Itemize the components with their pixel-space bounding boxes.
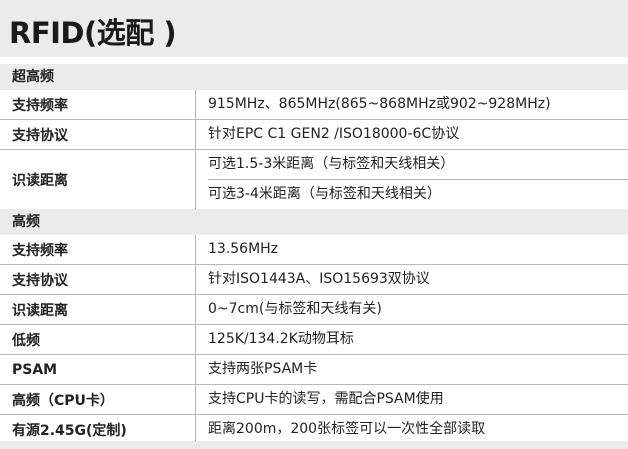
title-band: RFID(选配 ): [0, 0, 628, 57]
value-line: 可选1.5-3米距离（与标签和天线相关）: [208, 150, 628, 180]
value-line: 支持两张PSAM卡: [208, 361, 318, 377]
value-line: 125K/134.2K动物耳标: [208, 331, 354, 347]
table-row: 低频 125K/134.2K动物耳标: [0, 325, 628, 355]
table-row: 支持频率 13.56MHz: [0, 235, 628, 265]
table-row: 识读距离 可选1.5-3米距离（与标签和天线相关） 可选3-4米距离（与标签和天线相…: [0, 150, 628, 209]
table-row: 有源2.45G(定制) 距离200m，200张标签可以一次性全部读取: [0, 415, 628, 444]
section-header: 超高频: [0, 64, 628, 90]
row-label: 有源2.45G(定制): [0, 415, 196, 444]
table-row: 支持频率 915MHz、865MHz(865~868MHz或902~928MHz): [0, 90, 628, 120]
table-row: 高频（CPU卡） 支持CPU卡的读写，需配合PSAM使用: [0, 385, 628, 415]
row-value: 125K/134.2K动物耳标: [196, 325, 628, 354]
value-line: 0~7cm(与标签和天线有关): [208, 301, 382, 317]
footer-band: [0, 441, 628, 449]
table-row: 识读距离 0~7cm(与标签和天线有关): [0, 295, 628, 325]
row-label: PSAM: [0, 355, 196, 384]
value-line: 支持CPU卡的读写，需配合PSAM使用: [208, 391, 444, 407]
row-label: 支持频率: [0, 235, 196, 264]
page-title: RFID(选配 ): [9, 16, 177, 50]
row-value: 针对ISO1443A、ISO15693双协议: [196, 265, 628, 294]
row-label: 支持协议: [0, 120, 196, 149]
row-value: 13.56MHz: [196, 235, 628, 264]
value-line: 距离200m，200张标签可以一次性全部读取: [208, 421, 486, 437]
table-row: PSAM 支持两张PSAM卡: [0, 355, 628, 385]
table-row: 支持协议 针对EPC C1 GEN2 /ISO18000-6C协议: [0, 120, 628, 150]
row-value: 支持两张PSAM卡: [196, 355, 628, 384]
value-line: 13.56MHz: [208, 241, 279, 257]
row-label: 识读距离: [0, 150, 196, 209]
section-header: 高频: [0, 209, 628, 235]
spec-table: 超高频 支持频率 915MHz、865MHz(865~868MHz或902~928M…: [0, 64, 628, 444]
row-label: 高频（CPU卡）: [0, 385, 196, 414]
row-label: 支持协议: [0, 265, 196, 294]
value-line: 针对EPC C1 GEN2 /ISO18000-6C协议: [208, 126, 460, 142]
row-label: 低频: [0, 325, 196, 354]
row-value: 针对EPC C1 GEN2 /ISO18000-6C协议: [196, 120, 628, 149]
row-value: 可选1.5-3米距离（与标签和天线相关） 可选3-4米距离（与标签和天线相关）: [196, 150, 628, 209]
row-value: 915MHz、865MHz(865~868MHz或902~928MHz): [196, 90, 628, 119]
row-value: 支持CPU卡的读写，需配合PSAM使用: [196, 385, 628, 414]
row-label: 识读距离: [0, 295, 196, 324]
table-row: 支持协议 针对ISO1443A、ISO15693双协议: [0, 265, 628, 295]
value-line: 针对ISO1443A、ISO15693双协议: [208, 271, 430, 287]
row-value: 距离200m，200张标签可以一次性全部读取: [196, 415, 628, 444]
row-value: 0~7cm(与标签和天线有关): [196, 295, 628, 324]
row-label: 支持频率: [0, 90, 196, 119]
value-line: 可选3-4米距离（与标签和天线相关）: [208, 186, 441, 202]
value-line: 915MHz、865MHz(865~868MHz或902~928MHz): [208, 96, 551, 112]
